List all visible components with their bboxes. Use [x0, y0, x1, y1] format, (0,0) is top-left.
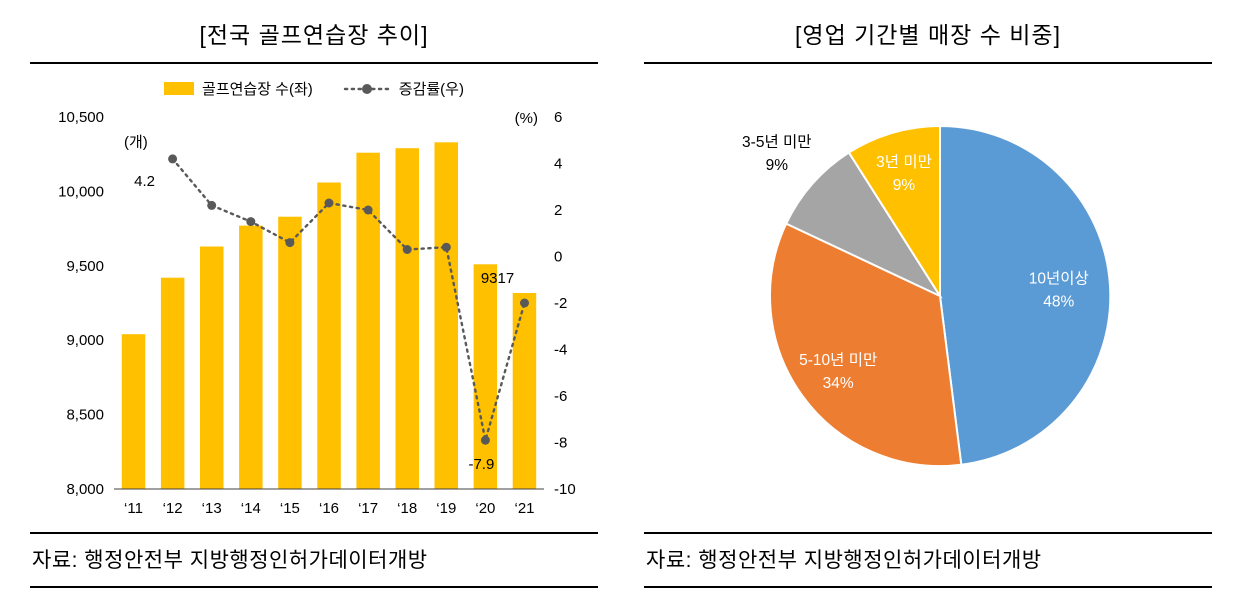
pie-slice [784, 151, 943, 299]
line-marker [402, 245, 412, 254]
pie-slice [939, 124, 1112, 466]
bar-series-label: 골프연습장 수(좌) [202, 81, 313, 98]
line-markers [168, 154, 529, 445]
left-axis-tick-label: 8,500 [66, 407, 104, 424]
right-axis-tick-label: 2 [554, 202, 562, 219]
left-source-text: 자료: 행정안전부 지방행정인허가데이터개방 [32, 549, 428, 572]
pie-slice-label: 3년 미만 9% [876, 153, 932, 194]
line-marker [441, 242, 451, 252]
right-axis-tick-label: 4 [554, 156, 562, 173]
bar [239, 225, 263, 489]
pie-slice-label: 5-10년 미만 34% [799, 351, 877, 392]
x-axis-labels: ‘11 ‘12 ‘13 ‘14 ‘15 ‘16 ‘17 ‘18 ‘19 ‘20 ‘21 [124, 500, 534, 517]
bar [160, 277, 185, 489]
combo-legend: 골프연습장 수(좌) 증감률(우) [30, 78, 598, 99]
annotation-label: 4.2 [134, 173, 155, 190]
legend-item-bar: 골프연습장 수(좌) [164, 78, 313, 99]
left-axis-ticks: 8,000 8,500 9,000 9,500 10,000 10,500 [58, 109, 104, 498]
x-axis-tick-label: ‘17 [358, 500, 378, 517]
right-title-divider [644, 62, 1212, 64]
bar [512, 293, 537, 489]
left-axis-tick-label: 9,000 [66, 332, 104, 349]
right-axis-tick-label: -10 [554, 481, 576, 498]
legend-item-line: 증감률(우) [343, 78, 464, 99]
right-axis-tick-label: -2 [554, 295, 567, 312]
bar [356, 152, 380, 489]
pie-slice-percent: 48% [1043, 294, 1074, 311]
bar [473, 264, 498, 489]
x-axis-tick-label: ‘16 [319, 500, 339, 517]
golf-trend-panel: [전국 골프연습장 추이] 골프연습장 수(좌) 증감률(우) 8,000 8,5… [30, 8, 598, 588]
left-title-divider [30, 62, 598, 64]
bar [395, 148, 419, 489]
pie-slice-name: 5-10년 미만 [799, 351, 877, 369]
x-axis-tick-label: ‘12 [163, 500, 183, 517]
line-marker [207, 200, 217, 210]
x-axis-tick-label: ‘15 [280, 500, 300, 517]
annotations: 4.2 -7.9 9317 [134, 173, 514, 473]
x-axis-tick-label: ‘20 [475, 500, 495, 517]
golf-combo-chart: 8,0008,5009,0009,50010,00010,500-10-8-6-… [58, 109, 576, 517]
line-series-label: 증감률(우) [398, 81, 464, 98]
x-axis-tick-label: ‘19 [436, 500, 456, 517]
line-marker [480, 435, 490, 445]
left-axis-tick-label: 8,000 [66, 481, 104, 498]
right-axis-tick-label: -6 [554, 388, 567, 405]
left-axis-tick-label: 10,000 [58, 183, 104, 200]
store-age-pie-chart: 10년이상 48% 5-10년 미만 34% 3-5년 미만 9% 3년 미만 9% [742, 124, 1112, 468]
bar [200, 246, 224, 489]
pie-slice-name: 3년 미만 [876, 153, 932, 171]
growth-rate-line [171, 157, 526, 441]
pie-slice-percent: 9% [893, 177, 916, 194]
x-axis-tick-label: ‘11 [124, 500, 143, 517]
line-marker [520, 298, 529, 308]
right-axis-tick-label: -8 [554, 435, 567, 452]
x-axis-tick-label: ‘14 [241, 500, 261, 517]
bar [121, 334, 146, 489]
bar [317, 182, 341, 489]
right-axis-tick-label: 6 [554, 109, 562, 126]
right-axis-tick-label: 0 [554, 249, 562, 266]
x-axis-tick-label: ‘18 [397, 500, 417, 517]
store-age-panel: [영업 기간별 매장 수 비중] 10년이상 48% 5-10년 미만 34% 3-5년… [644, 8, 1212, 588]
pie-slice-label: 10년이상 48% [1029, 270, 1089, 311]
left-source-block: 자료: 행정안전부 지방행정인허가데이터개방 [30, 532, 598, 588]
right-axis-unit-label: (%) [515, 110, 538, 127]
pie-slice-name: 3-5년 미만 [742, 133, 812, 151]
left-chart-title: [전국 골프연습장 추이] [199, 22, 429, 48]
dotted-line-swatch [343, 83, 390, 94]
annotation-label: 9317 [481, 270, 514, 287]
pie-slice-label: 3-5년 미만 9% [742, 133, 812, 174]
line-marker [246, 217, 256, 227]
x-axis-tick-label: ‘21 [514, 500, 534, 517]
pie-slice [847, 124, 941, 300]
bar [434, 142, 458, 490]
bar-series-swatch [164, 82, 195, 95]
bar [278, 216, 302, 489]
right-axis-ticks: -10 -8 -6 -4 -2 0 2 4 6 [554, 109, 576, 498]
pie-slice-percent: 34% [823, 375, 854, 392]
right-source-text: 자료: 행정안전부 지방행정인허가데이터개방 [646, 549, 1042, 572]
line-marker [363, 205, 373, 215]
right-axis-tick-label: -4 [554, 342, 567, 359]
line-marker [285, 238, 295, 248]
pie-slice-name: 10년이상 [1029, 270, 1089, 288]
bar-series [121, 142, 537, 490]
pie-slice-percent: 9% [766, 157, 789, 174]
line-marker [168, 154, 178, 164]
left-axis-tick-label: 10,500 [58, 109, 104, 126]
x-axis-tick-label: ‘13 [202, 500, 222, 517]
left-axis-tick-label: 9,500 [66, 258, 104, 275]
left-axis-unit-label: (개) [124, 134, 148, 151]
right-chart-title: [영업 기간별 매장 수 비중] [795, 22, 1061, 48]
annotation-label: -7.9 [468, 456, 494, 473]
right-source-block: 자료: 행정안전부 지방행정인허가데이터개방 [644, 532, 1212, 588]
line-marker [324, 198, 334, 208]
